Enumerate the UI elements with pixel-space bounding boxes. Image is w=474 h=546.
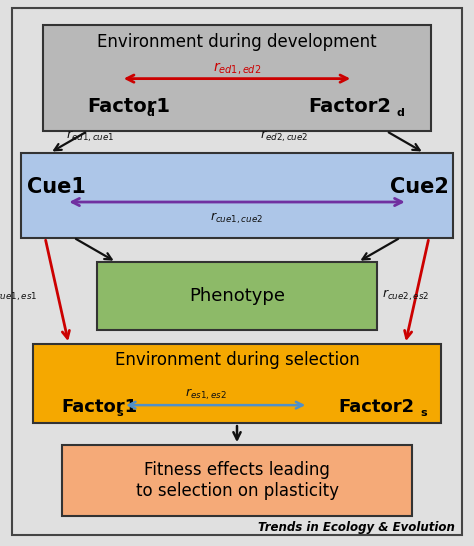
Text: d: d [147, 108, 155, 118]
Text: Factor2: Factor2 [338, 398, 415, 416]
FancyBboxPatch shape [12, 8, 462, 535]
Text: Factor1: Factor1 [88, 97, 171, 116]
Text: $r_{ed1,cue1}$: $r_{ed1,cue1}$ [66, 129, 114, 144]
FancyBboxPatch shape [43, 25, 431, 131]
FancyBboxPatch shape [62, 445, 412, 516]
Text: s: s [420, 408, 427, 418]
Text: $r_{ed1,ed2}$: $r_{ed1,ed2}$ [213, 60, 261, 76]
Text: s: s [116, 408, 123, 418]
Text: Environment during development: Environment during development [97, 33, 377, 51]
FancyBboxPatch shape [97, 262, 377, 330]
Text: Environment during selection: Environment during selection [115, 351, 359, 369]
Text: Cue2: Cue2 [390, 177, 449, 197]
FancyBboxPatch shape [21, 153, 453, 238]
FancyBboxPatch shape [33, 344, 441, 423]
Text: d: d [397, 108, 405, 118]
Text: Fitness effects leading
to selection on plasticity: Fitness effects leading to selection on … [136, 461, 338, 500]
Text: Cue1: Cue1 [27, 177, 86, 197]
Text: $r_{ed2,cue2}$: $r_{ed2,cue2}$ [260, 129, 309, 144]
Text: $r_{cue2,es2}$: $r_{cue2,es2}$ [382, 287, 429, 302]
Text: $r_{cue1,cue2}$: $r_{cue1,cue2}$ [210, 211, 264, 226]
Text: Factor1: Factor1 [62, 398, 138, 416]
Text: Phenotype: Phenotype [189, 287, 285, 305]
Text: $r_{es1,es2}$: $r_{es1,es2}$ [185, 387, 227, 402]
Text: $r_{cue1,es1}$: $r_{cue1,es1}$ [0, 287, 38, 302]
Text: Factor2: Factor2 [308, 97, 391, 116]
Text: Trends in Ecology & Evolution: Trends in Ecology & Evolution [258, 521, 455, 534]
